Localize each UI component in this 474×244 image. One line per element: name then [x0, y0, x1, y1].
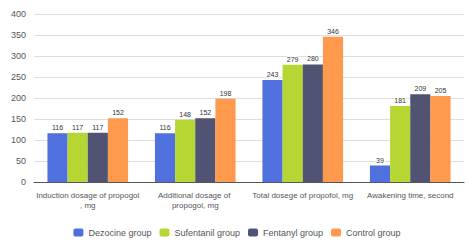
- svg-text:152: 152: [199, 109, 211, 116]
- svg-text:propogol, mg: propogol, mg: [172, 201, 219, 210]
- svg-text:117: 117: [72, 124, 83, 131]
- svg-text:209: 209: [414, 85, 426, 92]
- svg-text:150: 150: [11, 114, 26, 124]
- svg-text:Additional dosage of: Additional dosage of: [158, 191, 233, 200]
- svg-text:Total dosege of propofol, mg: Total dosege of propofol, mg: [252, 191, 353, 200]
- svg-text:116: 116: [52, 124, 63, 131]
- svg-text:205: 205: [435, 87, 447, 94]
- svg-text:200: 200: [11, 93, 26, 103]
- svg-text:350: 350: [11, 30, 26, 40]
- svg-text:Awakening time, second: Awakening time, second: [367, 191, 454, 200]
- svg-text:250: 250: [11, 72, 26, 82]
- svg-text:100: 100: [11, 135, 26, 145]
- svg-text:148: 148: [179, 111, 191, 118]
- svg-text:Sufentanil group: Sufentanil group: [174, 228, 240, 238]
- svg-text:Dezocine group: Dezocine group: [88, 228, 151, 238]
- svg-text:198: 198: [220, 90, 232, 97]
- svg-text:50: 50: [16, 156, 26, 166]
- svg-text:280: 280: [307, 55, 319, 62]
- svg-text:39: 39: [376, 157, 384, 164]
- svg-text:Fentanyl group: Fentanyl group: [263, 228, 323, 238]
- svg-text:279: 279: [287, 56, 299, 63]
- svg-text:243: 243: [267, 71, 279, 78]
- svg-text:Control group: Control group: [346, 228, 401, 238]
- svg-text:400: 400: [11, 9, 26, 19]
- svg-text:Induction dosage of propogol: Induction dosage of propogol: [36, 191, 139, 200]
- svg-text:117: 117: [92, 124, 103, 131]
- svg-text:346: 346: [327, 28, 339, 35]
- svg-text:, mg: , mg: [80, 201, 96, 210]
- svg-text:152: 152: [112, 109, 124, 116]
- svg-text:181: 181: [394, 97, 406, 104]
- svg-text:0: 0: [21, 177, 26, 187]
- svg-text:300: 300: [11, 51, 26, 61]
- svg-text:116: 116: [159, 124, 170, 131]
